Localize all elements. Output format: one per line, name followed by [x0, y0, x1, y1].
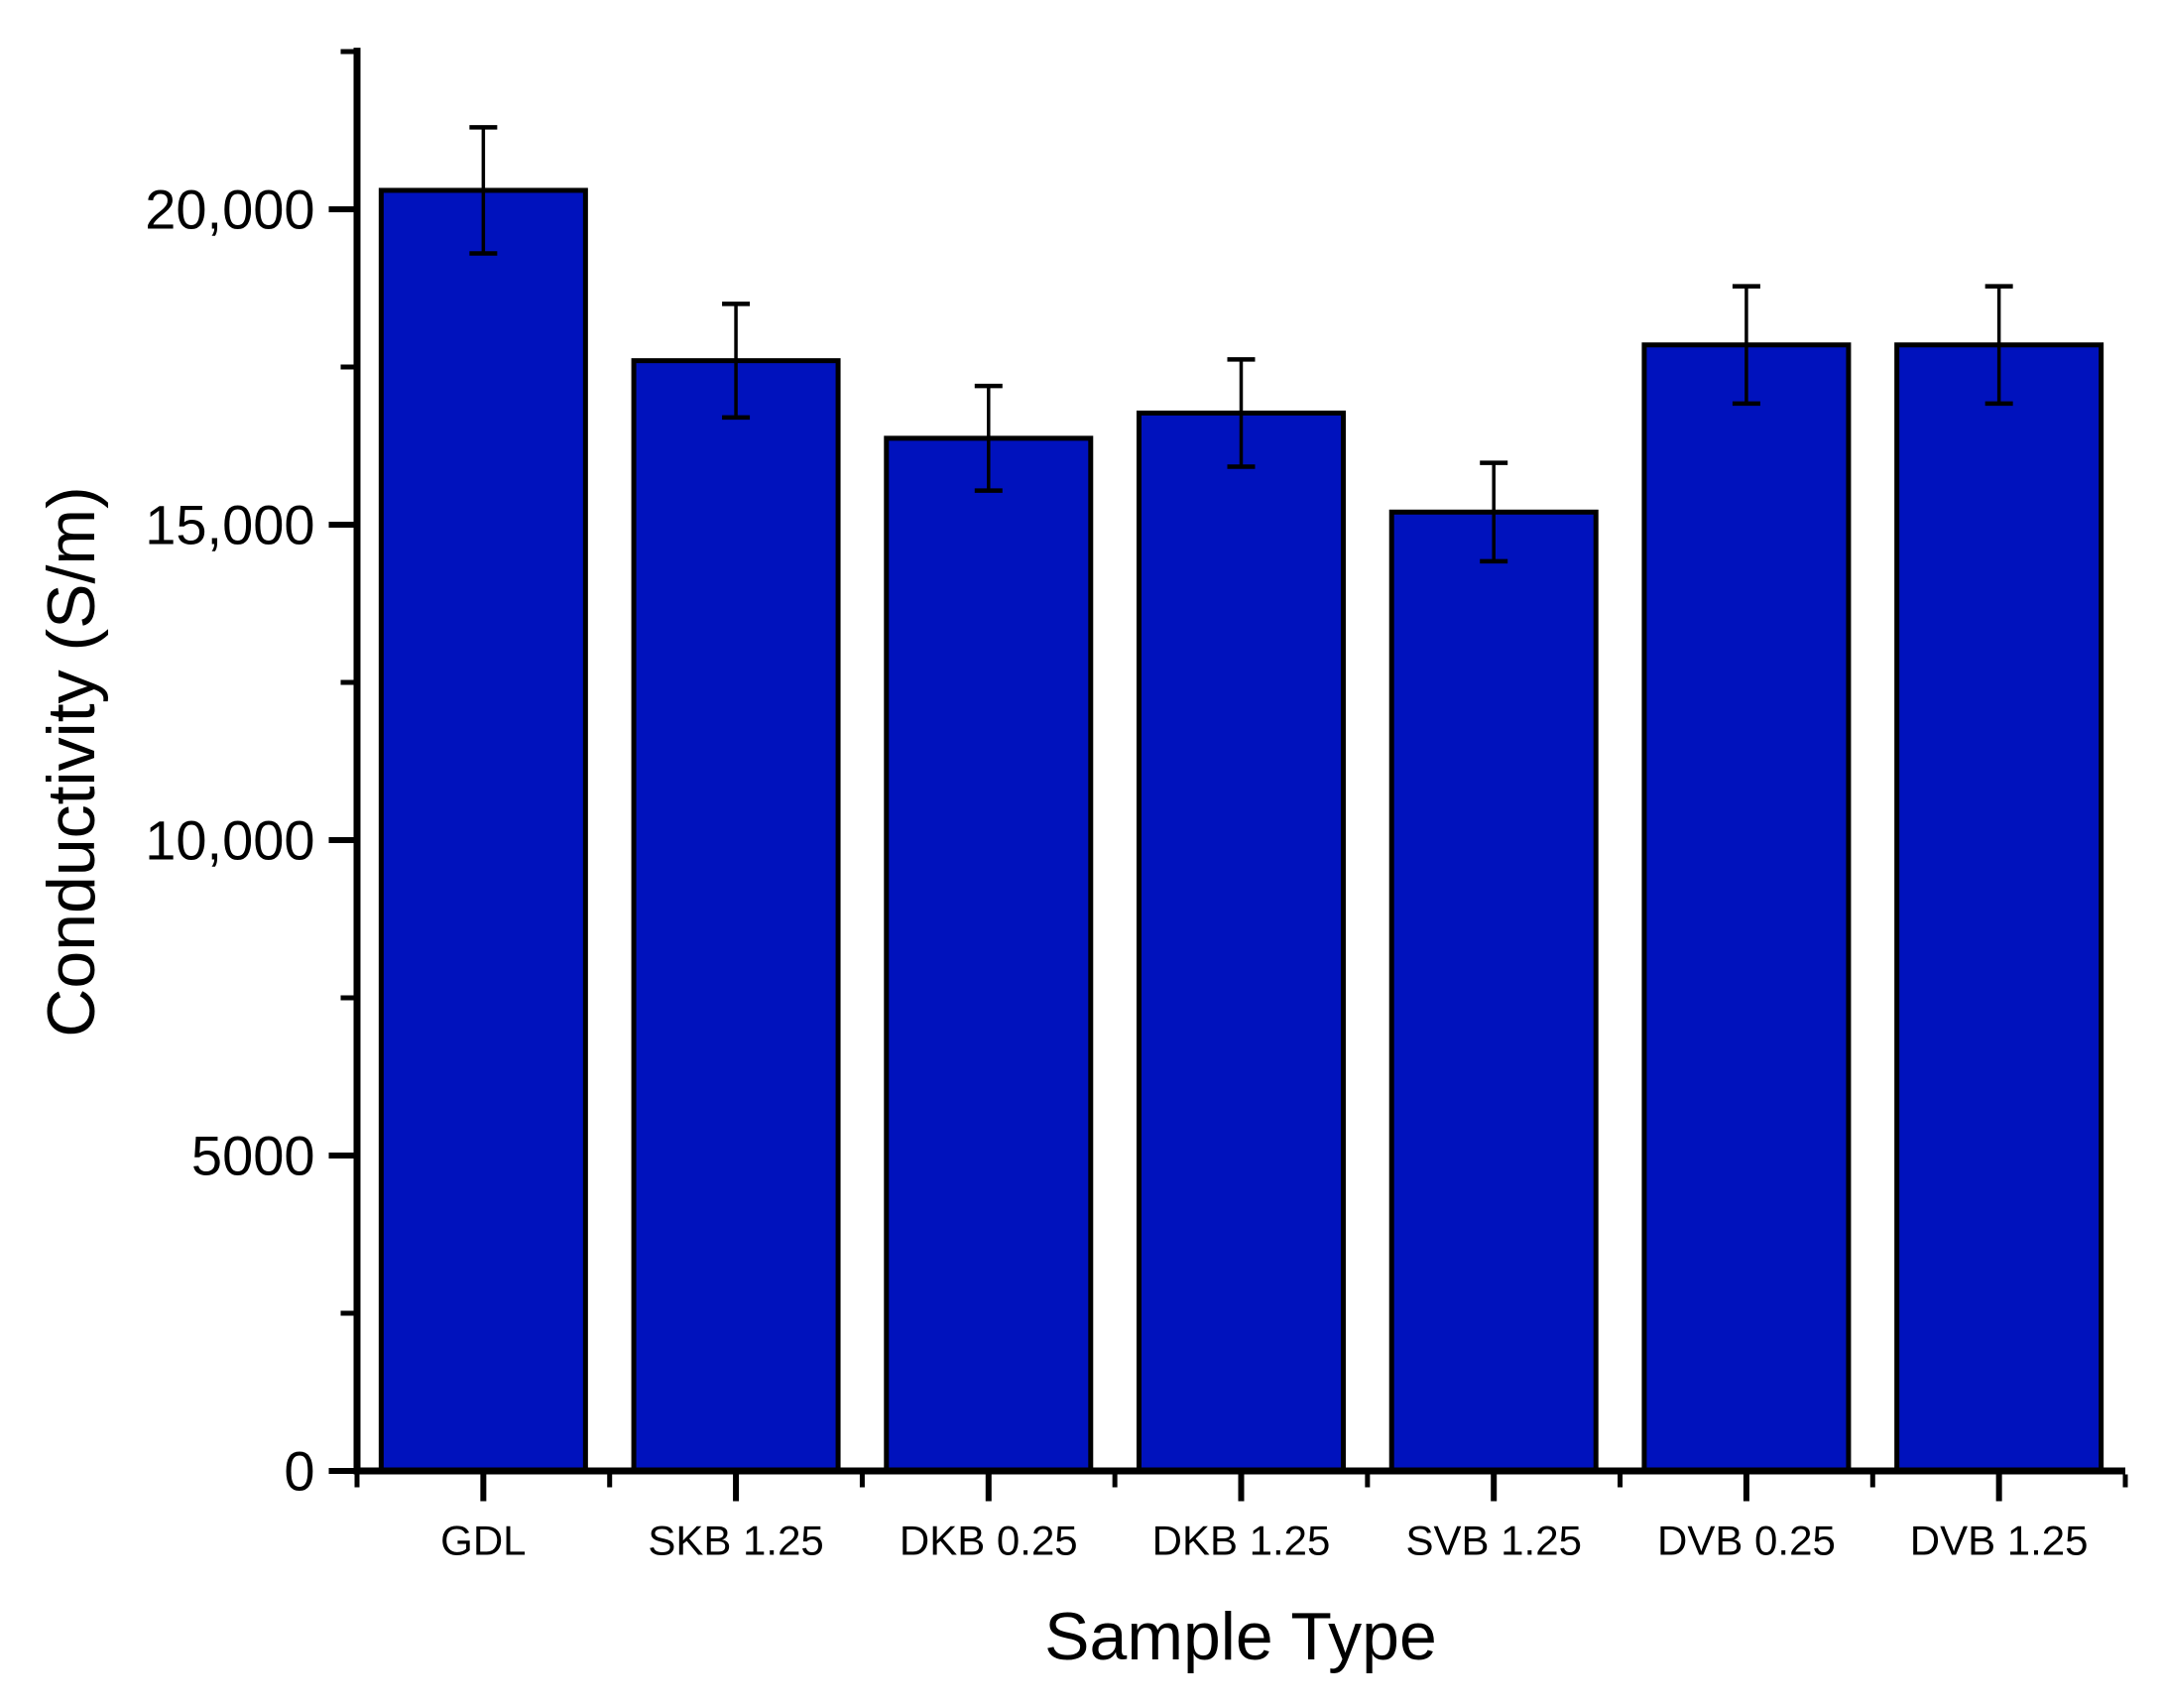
- y-tick-label: 20,000: [145, 179, 314, 241]
- bar-dkb-1-25: [1137, 410, 1346, 1474]
- x-category-label: DKB 1.25: [1152, 1517, 1331, 1563]
- y-tick-label: 5000: [191, 1125, 315, 1187]
- y-tick-label: 0: [284, 1440, 314, 1503]
- x-category-label: DKB 0.25: [900, 1517, 1078, 1563]
- bar-dvb-0-25: [1641, 342, 1852, 1474]
- y-tick-label: 15,000: [145, 494, 314, 556]
- bar-gdl: [378, 187, 588, 1474]
- x-category-label: DVB 0.25: [1657, 1517, 1836, 1563]
- x-axis-title: Sample Type: [1044, 1599, 1437, 1674]
- x-category-label: DVB 1.25: [1910, 1517, 2089, 1563]
- x-category-label: SVB 1.25: [1405, 1517, 1581, 1563]
- bar-dkb-0-25: [884, 435, 1094, 1474]
- y-axis-title: Conductivity (S/m): [34, 486, 109, 1037]
- bar-skb-1-25: [631, 358, 841, 1474]
- y-tick-label: 10,000: [145, 809, 314, 872]
- bar-svb-1-25: [1388, 509, 1599, 1474]
- bar-dvb-1-25: [1894, 342, 2104, 1474]
- x-category-label: SKB 1.25: [648, 1517, 823, 1563]
- x-category-label: GDL: [440, 1517, 526, 1563]
